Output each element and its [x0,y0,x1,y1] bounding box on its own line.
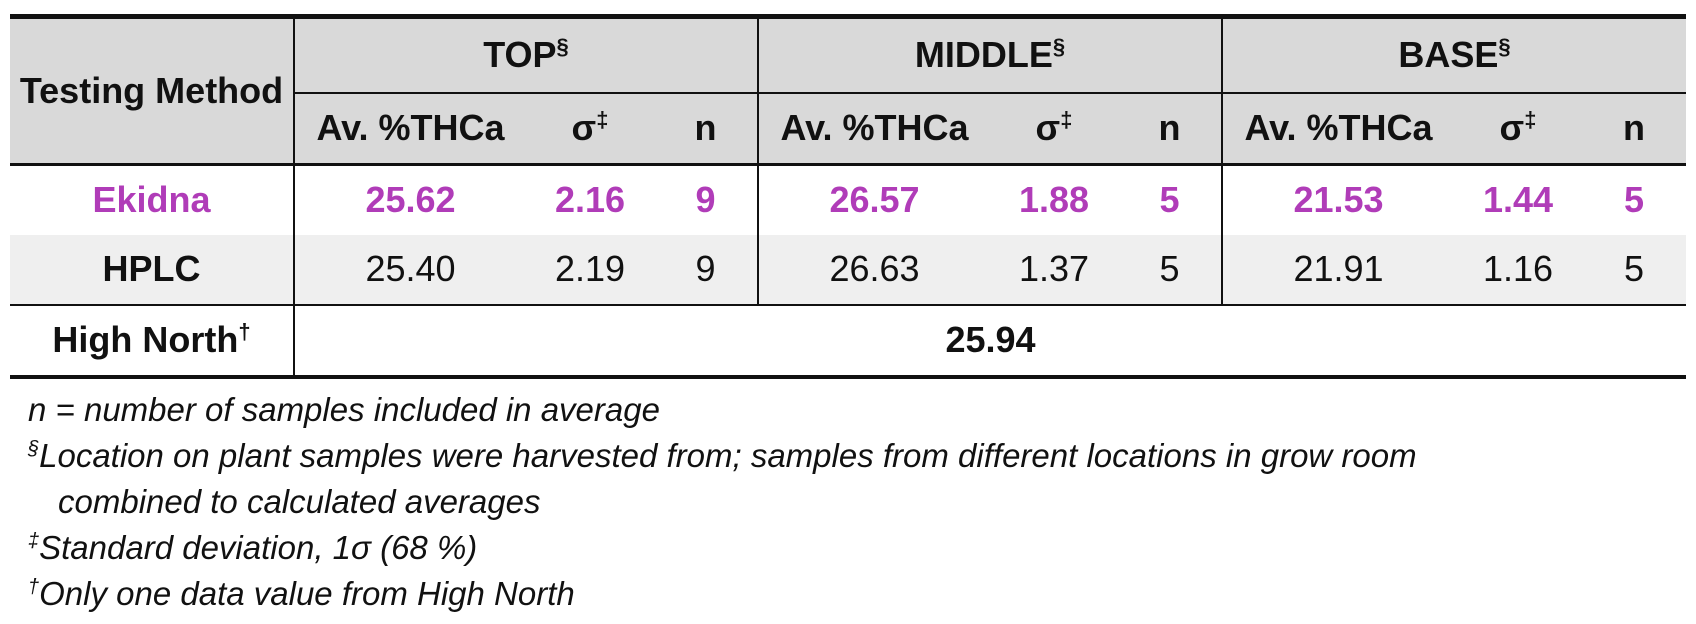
cell-base-sd: 1.16 [1454,234,1582,305]
cell-middle-n: 5 [1118,234,1223,305]
row-label-ekidna: Ekidna [10,164,295,235]
table-row-hplc: HPLC 25.40 2.19 9 26.63 1.37 5 21.91 1.1… [10,234,1687,305]
footnote-mark: † [28,575,40,598]
high-north-label: High North [52,319,239,360]
table-header: Testing Method TOP§ MIDDLE§ BASE§ Av. %T… [10,16,1687,165]
cell-top-n: 9 [654,234,759,305]
subheader-av-thca: Av. %THCa [294,91,526,165]
table-footnotes: n = number of samples included in averag… [10,387,1686,617]
subheader-av-thca: Av. %THCa [758,91,990,165]
cell-base-n: 5 [1582,164,1687,235]
double-dagger-mark: ‡ [1524,107,1537,133]
footnote-location: §Location on plant samples were harveste… [28,433,1686,479]
footnote-location-continued: combined to calculated averages [58,482,541,520]
cell-top-n: 9 [654,164,759,235]
double-dagger-mark: ‡ [596,107,609,133]
table-row-high-north: High North† 25.94 [10,304,1687,377]
footnote-high-north: †Only one data value from High North [28,571,1686,617]
subheader-sigma: σ‡ [526,91,654,165]
dagger-mark: † [238,319,251,344]
row-label-high-north: High North† [10,304,295,377]
section-mark: § [1498,34,1511,60]
thca-results-table: Testing Method TOP§ MIDDLE§ BASE§ Av. %T… [10,14,1687,379]
cell-top-sd: 2.16 [526,164,654,235]
sigma-label: σ [1035,107,1061,149]
header-group-top-label: TOP [483,34,557,76]
cell-top-av: 25.40 [294,234,526,305]
footnote-text: Standard deviation, 1σ (68 %) [39,528,478,566]
subheader-sigma: σ‡ [990,91,1118,165]
cell-base-av: 21.91 [1222,234,1454,305]
cell-middle-av: 26.57 [758,164,990,235]
footnote-n: n = number of samples included in averag… [28,387,1686,433]
subheader-av-thca: Av. %THCa [1222,91,1454,165]
header-group-middle: MIDDLE§ [758,16,1223,93]
section-mark: § [556,34,569,60]
cell-base-sd: 1.44 [1454,164,1582,235]
footnote-text: Location on plant samples were harvested… [39,436,1417,474]
sigma-label: σ [1499,107,1525,149]
footnote-mark: ‡ [28,529,40,552]
header-testing-method: Testing Method [10,16,295,165]
cell-middle-sd: 1.88 [990,164,1118,235]
subheader-n: n [1582,91,1687,165]
footnote-standard-deviation: ‡Standard deviation, 1σ (68 %) [28,525,1686,571]
table-body: Ekidna 25.62 2.16 9 26.57 1.88 5 21.53 1… [10,164,1687,377]
subheader-sigma: σ‡ [1454,91,1582,165]
cell-top-sd: 2.19 [526,234,654,305]
table-row-ekidna: Ekidna 25.62 2.16 9 26.57 1.88 5 21.53 1… [10,164,1687,235]
header-group-base: BASE§ [1222,16,1687,93]
footnote-mark: § [28,437,40,460]
footnote-text: n = number of samples included in averag… [28,390,660,428]
results-table-container: Testing Method TOP§ MIDDLE§ BASE§ Av. %T… [10,14,1687,617]
subheader-n: n [1118,91,1223,165]
cell-middle-sd: 1.37 [990,234,1118,305]
cell-high-north-value: 25.94 [294,304,1687,377]
row-label-hplc: HPLC [10,234,295,305]
header-group-top: TOP§ [294,16,759,93]
sigma-label: σ [571,107,597,149]
cell-middle-av: 26.63 [758,234,990,305]
subheader-n: n [654,91,759,165]
footnote-text: Only one data value from High North [39,574,575,612]
cell-base-av: 21.53 [1222,164,1454,235]
cell-middle-n: 5 [1118,164,1223,235]
section-mark: § [1052,34,1066,60]
header-group-middle-label: MIDDLE [914,34,1053,76]
double-dagger-mark: ‡ [1060,107,1073,133]
cell-top-av: 25.62 [294,164,526,235]
cell-base-n: 5 [1582,234,1687,305]
header-group-base-label: BASE [1398,34,1499,76]
